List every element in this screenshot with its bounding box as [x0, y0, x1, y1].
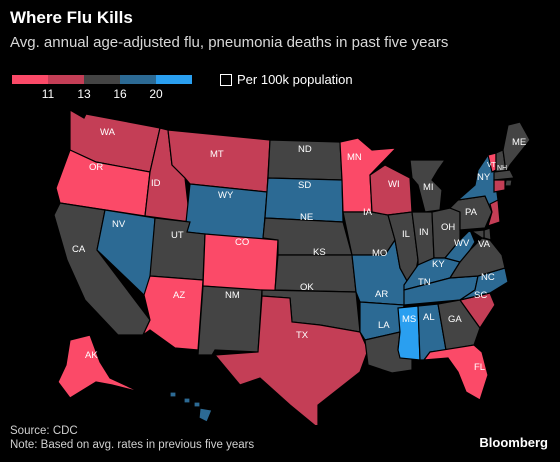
bloomberg-logo: Bloomberg [479, 435, 548, 450]
label-VT: VT [487, 162, 497, 169]
label-NY: NY [477, 172, 491, 183]
label-MT: MT [210, 149, 224, 160]
label-MS: MS [402, 314, 416, 325]
unit-box-icon [220, 73, 232, 86]
legend-swatch-1 [12, 75, 48, 84]
legend-swatch-4 [120, 75, 156, 84]
label-FL: FL [474, 362, 485, 373]
state-HI [169, 391, 213, 423]
legend-tick: 20 [149, 87, 163, 101]
label-ID: ID [151, 178, 161, 189]
label-PA: PA [465, 207, 478, 218]
label-NH: NH [497, 165, 507, 172]
label-TN: TN [418, 277, 431, 288]
label-SC: SC [474, 290, 487, 301]
label-UT: UT [171, 230, 184, 241]
state-GA [437, 299, 481, 351]
label-ME: ME [512, 137, 526, 148]
legend-tick: 16 [113, 87, 127, 101]
label-CO: CO [235, 237, 249, 248]
us-state-map: WA OR CA ID NV MT WY UT AZ CO NM ND SD N… [53, 108, 531, 425]
label-OR: OR [89, 162, 103, 173]
state-AZ [141, 275, 204, 351]
label-OK: OK [300, 282, 314, 293]
label-KS: KS [313, 247, 326, 258]
label-GA: GA [448, 314, 462, 325]
legend-swatch-5 [156, 75, 192, 84]
label-MI: MI [423, 182, 434, 193]
label-WA: WA [100, 127, 116, 138]
state-KS [274, 254, 357, 293]
state-NJ [487, 199, 501, 227]
label-AZ: AZ [173, 290, 185, 301]
map-subtitle: Avg. annual age-adjusted flu, pneumonia … [10, 34, 449, 51]
label-WV: WV [454, 238, 470, 249]
state-CT [493, 179, 506, 193]
footnote: Note: Based on avg. rates in previous fi… [10, 439, 255, 451]
unit-note: Per 100k population [220, 72, 353, 87]
legend-tick: 11 [41, 87, 55, 101]
label-CA: CA [72, 244, 86, 255]
label-NM: NM [225, 290, 240, 301]
state-RI [504, 179, 513, 187]
label-ND: ND [298, 144, 312, 155]
label-TX: TX [296, 330, 309, 341]
state-MI [409, 159, 447, 213]
state-labels: WA OR CA ID NV MT WY UT AZ CO NM ND SD N… [72, 127, 526, 373]
label-NC: NC [481, 272, 495, 283]
label-NE: NE [300, 212, 313, 223]
map-title: Where Flu Kills [10, 8, 133, 27]
label-KY: KY [432, 259, 445, 270]
label-WI: WI [388, 179, 400, 190]
label-AR: AR [375, 289, 388, 300]
label-MO: MO [372, 248, 387, 259]
label-IL: IL [402, 229, 410, 240]
source-note: Source: CDC [10, 425, 78, 437]
label-VA: VA [478, 239, 491, 250]
legend-ticks: 11 13 16 20 [0, 87, 560, 103]
label-OH: OH [441, 222, 455, 233]
legend-tick: 13 [77, 87, 91, 101]
label-SD: SD [298, 180, 311, 191]
state-MD [461, 229, 485, 239]
state-AK [57, 334, 141, 399]
unit-label: Per 100k population [237, 72, 353, 87]
legend-swatch-2 [48, 75, 84, 84]
state-TX [213, 295, 369, 425]
label-MN: MN [347, 152, 362, 163]
label-IA: IA [363, 207, 373, 218]
state-WI [369, 164, 413, 216]
state-MA [493, 169, 515, 181]
legend-swatch-3 [84, 75, 120, 84]
state-WV [443, 228, 476, 263]
label-NV: NV [112, 219, 126, 230]
state-FL [422, 344, 489, 401]
color-legend [12, 75, 192, 84]
label-LA: LA [378, 320, 390, 331]
label-WY: WY [218, 190, 234, 201]
label-AK: AK [85, 350, 98, 361]
label-AL: AL [423, 312, 435, 323]
label-IN: IN [419, 227, 429, 238]
